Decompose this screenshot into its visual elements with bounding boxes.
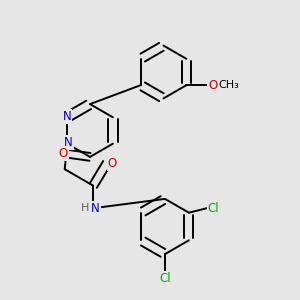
Text: CH₃: CH₃ xyxy=(219,80,239,90)
Text: N: N xyxy=(63,110,71,123)
Text: O: O xyxy=(107,157,117,170)
Text: Cl: Cl xyxy=(159,272,171,285)
Text: Cl: Cl xyxy=(208,202,219,215)
Text: N: N xyxy=(64,136,73,149)
Text: H: H xyxy=(81,203,89,213)
Text: N: N xyxy=(91,202,100,215)
Text: O: O xyxy=(208,79,218,92)
Text: O: O xyxy=(58,147,68,161)
